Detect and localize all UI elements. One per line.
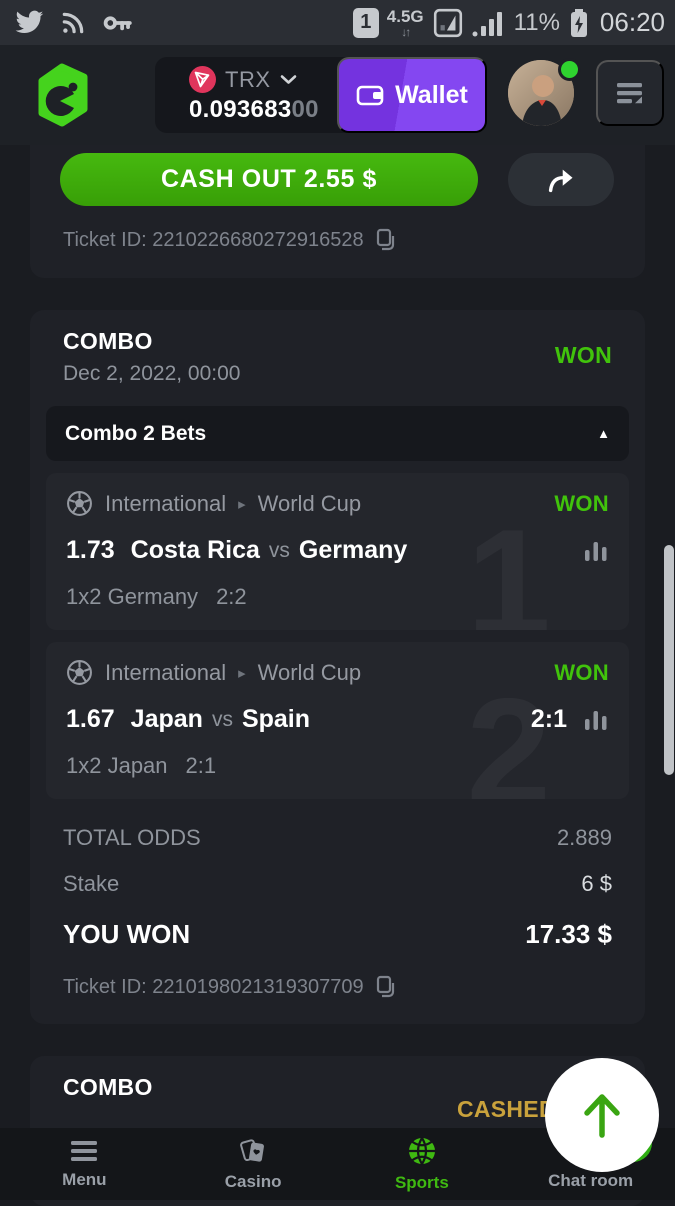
basketball-icon [407, 1136, 437, 1166]
wallet-button-label: Wallet [395, 80, 468, 109]
nav-label: Chat room [548, 1170, 634, 1190]
wallet-widget: TRX 0.09368300 Wallet [155, 57, 487, 133]
status-bar: 1 4.5G ↓↑ 11% 06:20 [0, 0, 675, 45]
bet-card-2[interactable]: 2 International ▸ World Cup WON 1.67 Jap… [46, 642, 629, 799]
mobile-data-signal-icon [432, 7, 464, 39]
copy-icon[interactable] [374, 227, 398, 253]
wallet-icon [356, 83, 384, 107]
stats-icon[interactable] [583, 707, 609, 733]
bet-competition: World Cup [257, 490, 362, 516]
breadcrumb-separator-icon: ▸ [238, 495, 246, 513]
cash-out-button[interactable]: CASH OUT 2.55 $ [60, 153, 478, 206]
nav-label: Menu [62, 1169, 107, 1189]
key-icon [102, 10, 134, 36]
soccer-icon [66, 659, 93, 686]
soccer-icon [66, 490, 93, 517]
copy-icon[interactable] [374, 974, 398, 1000]
clock: 06:20 [599, 7, 665, 37]
online-status-dot [558, 58, 581, 81]
combo-status-badge: WON [554, 342, 612, 368]
bet-home-team: Japan [130, 705, 203, 733]
nav-label: Sports [394, 1172, 449, 1192]
stats-icon[interactable] [583, 538, 609, 564]
breadcrumb-separator-icon: ▸ [238, 664, 246, 682]
share-arrow-icon [548, 169, 573, 192]
bet-history-list: CASH OUT 2.55 $ Ticket ID: 2210226680272… [0, 145, 675, 1206]
bet-index-watermark: 2 [466, 676, 551, 799]
bet-odds: 1.67 [66, 705, 115, 733]
bet-index-watermark: 1 [466, 507, 551, 630]
bet-market: 1x2 Japan [66, 753, 168, 778]
bet-card-1[interactable]: 1 International ▸ World Cup WON 1.73 Cos… [46, 473, 629, 630]
bet-status-badge: WON [554, 490, 609, 516]
bet-competition: World Cup [257, 659, 362, 685]
bet-league: International [105, 659, 227, 685]
header-menu-button[interactable] [596, 60, 664, 126]
bet-market: 1x2 Germany [66, 584, 199, 609]
scroll-to-top-button[interactable] [545, 1058, 659, 1172]
bet-away-team: Spain [241, 705, 311, 733]
battery-charging-icon [568, 8, 590, 38]
scrollbar-thumb[interactable] [664, 545, 674, 775]
twitter-icon [14, 10, 44, 36]
you-won-value: 17.33 $ [525, 919, 612, 949]
rss-icon [60, 10, 86, 36]
bcgame-logo-icon[interactable] [34, 63, 90, 127]
ticket-id-text: Ticket ID: 2210198021319307709 [63, 975, 364, 998]
stake-value: 6 $ [581, 871, 612, 896]
ticket-id-text: Ticket ID: 2210226680272916528 [63, 228, 364, 251]
bet-odds: 1.73 [66, 536, 115, 564]
app-header: TRX 0.09368300 Wallet [0, 45, 675, 145]
bet-final-score: 2:1 [185, 753, 217, 778]
combo-fold-toggle[interactable]: Combo 2 Bets ▲ [46, 406, 629, 461]
stake-label: Stake [63, 871, 120, 896]
wallet-balance: 0.09368300 [189, 96, 319, 123]
currency-selector[interactable]: TRX 0.09368300 [155, 57, 371, 133]
combo-title: COMBO [63, 1074, 153, 1100]
bet-away-team: Germany [298, 536, 408, 564]
vs-label: vs [268, 538, 290, 562]
total-odds-label: TOTAL ODDS [63, 825, 201, 850]
bet-status-badge: WON [554, 659, 609, 685]
total-odds-value: 2.889 [556, 825, 612, 850]
signal-bars-icon [472, 9, 506, 37]
arrow-up-icon [584, 1094, 620, 1138]
data-arrows-icon: ↓↑ [401, 24, 411, 39]
sim-badge: 1 [352, 7, 379, 38]
combo-title: COMBO [63, 328, 153, 354]
open-ticket-card: CASH OUT 2.55 $ Ticket ID: 2210226680272… [30, 145, 645, 278]
casino-cards-icon [238, 1137, 268, 1165]
currency-code: TRX [225, 66, 271, 92]
nav-item-sports[interactable]: Sports [338, 1128, 507, 1200]
combo-date: Dec 2, 2022, 00:00 [63, 362, 241, 385]
network-type-indicator: 4.5G ↓↑ [386, 6, 424, 39]
you-won-label: YOU WON [63, 919, 191, 949]
nav-label: Casino [224, 1171, 282, 1191]
bet-home-team: Costa Rica [130, 536, 260, 564]
menu-icon [70, 1139, 98, 1163]
battery-percent: 11% [513, 8, 560, 36]
bet-live-score: 2:1 [530, 705, 567, 733]
bet-final-score: 2:2 [216, 584, 247, 609]
fold-label: Combo 2 Bets [65, 421, 207, 445]
collapse-arrow-icon: ▲ [597, 426, 610, 441]
wallet-button[interactable]: Wallet [337, 57, 487, 133]
combo-won-card: COMBO Dec 2, 2022, 00:00 WON Combo 2 Bet… [30, 310, 645, 1024]
share-button[interactable] [508, 153, 614, 206]
tron-coin-icon [189, 66, 216, 93]
chevron-down-icon [280, 74, 297, 85]
bet-league: International [105, 490, 227, 516]
nav-item-menu[interactable]: Menu [0, 1128, 169, 1200]
vs-label: vs [211, 707, 233, 731]
nav-item-casino[interactable]: Casino [169, 1128, 338, 1200]
